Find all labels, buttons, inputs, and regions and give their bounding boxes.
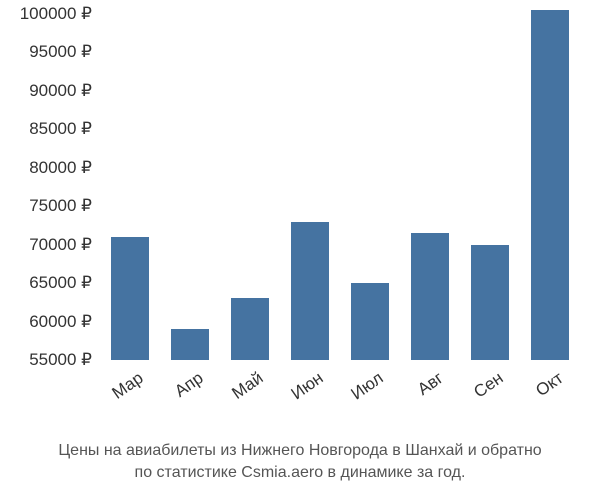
x-tick-label: Мар xyxy=(103,360,147,404)
bars-group xyxy=(100,10,580,360)
x-tick-label: Апр xyxy=(165,360,207,402)
bar xyxy=(351,283,388,360)
x-tick-label: Май xyxy=(223,360,267,404)
bar xyxy=(111,237,148,360)
chart-caption: Цены на авиабилеты из Нижнего Новгорода … xyxy=(0,440,600,483)
x-tick-label: Окт xyxy=(527,360,568,401)
y-tick-label: 75000 ₽ xyxy=(29,196,100,216)
caption-line: по статистике Csmia.aero в динамике за г… xyxy=(0,462,600,484)
bar xyxy=(411,233,448,360)
y-tick-label: 100000 ₽ xyxy=(20,4,100,24)
x-tick-label: Авг xyxy=(408,360,447,400)
y-tick-label: 70000 ₽ xyxy=(29,235,100,255)
bar xyxy=(171,329,208,360)
y-tick-label: 55000 ₽ xyxy=(29,350,100,370)
bar xyxy=(291,222,328,360)
bar xyxy=(531,10,568,360)
bar xyxy=(471,245,508,360)
x-tick-label: Июл xyxy=(342,360,387,404)
y-tick-label: 60000 ₽ xyxy=(29,312,100,332)
bar xyxy=(231,298,268,360)
price-chart: 55000 ₽ 60000 ₽ 65000 ₽ 70000 ₽ 75000 ₽ 80000… xyxy=(0,0,600,500)
x-tick-label: Июн xyxy=(282,360,327,404)
y-tick-label: 65000 ₽ xyxy=(29,273,100,293)
x-tick-label: Сен xyxy=(465,360,508,402)
y-tick-label: 80000 ₽ xyxy=(29,158,100,178)
y-tick-label: 95000 ₽ xyxy=(29,42,100,62)
y-tick-label: 85000 ₽ xyxy=(29,119,100,139)
y-tick-label: 90000 ₽ xyxy=(29,81,100,101)
plot-area: 55000 ₽60000 ₽65000 ₽70000 ₽75000 ₽80000… xyxy=(100,10,580,360)
caption-line: Цены на авиабилеты из Нижнего Новгорода … xyxy=(0,440,600,462)
